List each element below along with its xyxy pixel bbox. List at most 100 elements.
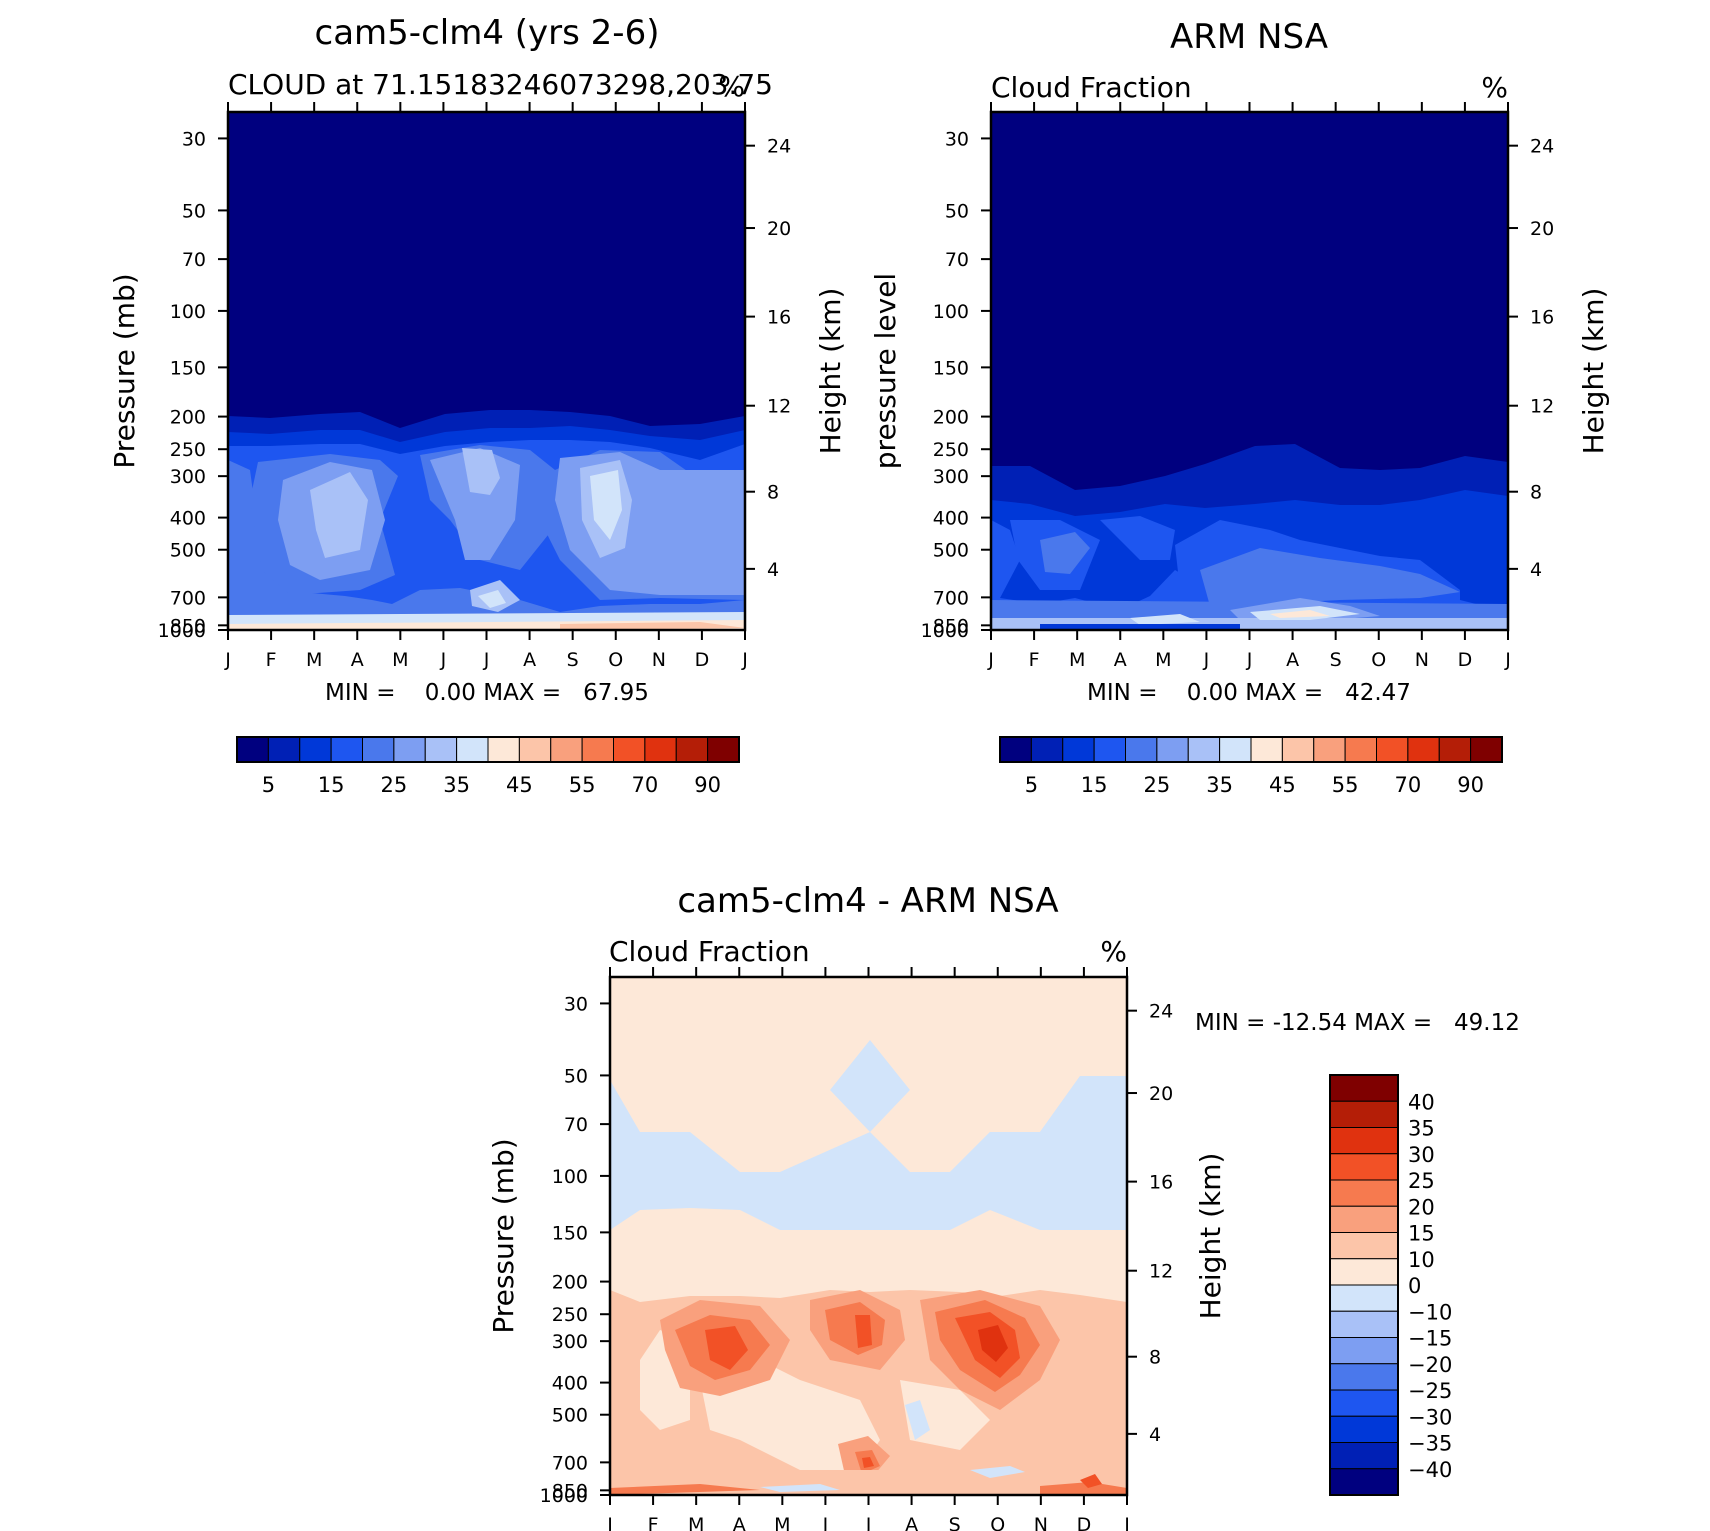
panel-diff-field: [610, 977, 1127, 1495]
panel-obs-units: %: [1481, 71, 1508, 104]
panel-diff-subtitle: Cloud Fraction: [609, 935, 810, 968]
x-tick-label: A: [905, 1514, 918, 1531]
colorbar-swatch: [1062, 736, 1095, 763]
x-tick-label: A: [523, 649, 536, 671]
panel-obs-stats: MIN = 0.00 MAX = 42.47: [1087, 680, 1411, 706]
colorbar-swatch: [1329, 1468, 1399, 1496]
x-tick-label: O: [1371, 649, 1386, 671]
y-tick-label: 70: [945, 249, 969, 271]
y-tick-label: 400: [552, 1373, 588, 1395]
y2-tick-label: 24: [1149, 1001, 1173, 1023]
y2-tick-label: 16: [767, 307, 791, 329]
y-tick-label: 150: [170, 357, 206, 379]
colorbar-label: 35: [1206, 773, 1233, 797]
y2-tick-label: 4: [1149, 1424, 1161, 1446]
y-tick-label: 70: [564, 1114, 588, 1136]
panel-model-units: %: [718, 70, 745, 103]
x-tick-label: J: [440, 649, 447, 671]
colorbar-swatch: [362, 736, 395, 763]
y2-tick-label: 20: [1149, 1083, 1173, 1105]
panel-model-colorbar: 5 15 25 35 45 55 70 90: [236, 736, 740, 797]
y-tick-label: 30: [182, 128, 206, 150]
colorbar-label: 45: [1269, 773, 1296, 797]
x-tick-label: J: [822, 1514, 829, 1531]
colorbar-swatch: [999, 736, 1032, 763]
colorbar-label: 0: [1408, 1274, 1421, 1298]
colorbar-swatch: [613, 736, 646, 763]
panel-model-subtitle: CLOUD at 71.15183246073298,203.75: [228, 68, 773, 101]
y-tick-label: 850: [170, 615, 206, 637]
colorbar-swatch: [1093, 736, 1126, 763]
colorbar-swatch: [581, 736, 614, 763]
x-tick-label: D: [1458, 649, 1473, 671]
x-tick-label: A: [1114, 649, 1127, 671]
x-tick-label: M: [1155, 649, 1171, 671]
y-tick-label: 200: [933, 407, 969, 429]
y2-tick-label: 16: [1149, 1172, 1173, 1194]
panel-obs-title: ARM NSA: [1170, 17, 1328, 57]
x-tick-label: J: [606, 1514, 613, 1531]
colorbar-swatch: [1187, 736, 1221, 763]
x-tick-label: M: [392, 649, 408, 671]
colorbar-swatch: [424, 736, 458, 763]
colorbar-frame: [999, 736, 1503, 763]
colorbar-swatch: [1329, 1074, 1399, 1102]
panel-diff-y2label: Height (km): [1194, 1153, 1227, 1320]
x-tick-label: S: [1330, 649, 1342, 671]
colorbar-swatch: [330, 736, 363, 763]
colorbar-swatch: [1470, 736, 1503, 763]
y-tick-label: 400: [170, 508, 206, 530]
y-tick-label: 850: [933, 615, 969, 637]
colorbar-swatch: [1329, 1179, 1399, 1207]
y-tick-label: 850: [552, 1480, 588, 1502]
colorbar-swatch: [1156, 736, 1189, 763]
y-tick-label: 1000: [158, 620, 206, 642]
panel-model: cam5-clm4 (yrs 2-6) CLOUD at 71.15183246…: [108, 13, 847, 797]
panel-obs-y2label: Height (km): [1577, 288, 1610, 455]
colorbar-swatch: [1329, 1284, 1399, 1312]
y-tick-label: 200: [170, 407, 206, 429]
colorbar-label: 55: [1332, 773, 1359, 797]
colorbar-label: 70: [1395, 773, 1422, 797]
y2-tick-label: 20: [1530, 218, 1554, 240]
colorbar-swatch: [1219, 736, 1252, 763]
panel-diff: cam5-clm4 - ARM NSA Cloud Fraction %: [487, 881, 1520, 1531]
colorbar-label: 35: [1408, 1117, 1435, 1141]
colorbar-label: 45: [506, 773, 533, 797]
y2-tick-label: 24: [767, 136, 791, 158]
panel-model-ylabel: Pressure (mb): [108, 273, 141, 468]
x-tick-label: N: [1034, 1514, 1048, 1531]
colorbar-label: 25: [381, 773, 408, 797]
x-tick-label: N: [652, 649, 666, 671]
x-tick-label: M: [774, 1514, 790, 1531]
colorbar-label: 15: [1081, 773, 1108, 797]
y2-tick-label: 8: [1149, 1347, 1161, 1369]
colorbar-label: −15: [1408, 1327, 1452, 1351]
colorbar-swatch: [1407, 736, 1440, 763]
x-tick-label: J: [483, 649, 490, 671]
colorbar-swatch: [1250, 736, 1283, 763]
x-tick-label: S: [567, 649, 579, 671]
panel-model-ticks: J F M A M J J A S O N D J 30 50 70 100 150 200 250 300 400 500…: [158, 102, 791, 671]
colorbar-label: 15: [1408, 1222, 1435, 1246]
colorbar-label: −20: [1408, 1353, 1452, 1377]
y2-tick-label: 20: [767, 218, 791, 240]
colorbar-swatch: [1329, 1153, 1399, 1181]
colorbar-swatch: [1329, 1258, 1399, 1286]
x-tick-label: J: [987, 649, 994, 671]
colorbar-swatch: [644, 736, 677, 763]
colorbar-label: 70: [632, 773, 659, 797]
colorbar-label: 30: [1408, 1143, 1435, 1167]
colorbar-swatch: [1281, 736, 1315, 763]
panel-diff-ylabel: Pressure (mb): [487, 1138, 520, 1333]
colorbar-swatch: [393, 736, 426, 763]
colorbar-swatch: [1329, 1127, 1399, 1155]
panel-model-title: cam5-clm4 (yrs 2-6): [315, 13, 660, 53]
colorbar-label: −40: [1408, 1458, 1452, 1482]
y2-tick-label: 8: [767, 482, 779, 504]
x-tick-label: J: [741, 649, 748, 671]
y-tick-label: 100: [552, 1166, 588, 1188]
panel-diff-ticks: J F M A M J J A S O N D J 30 50 70 100 150 200 250 300 400 500…: [540, 967, 1173, 1531]
y-tick-label: 500: [933, 540, 969, 562]
